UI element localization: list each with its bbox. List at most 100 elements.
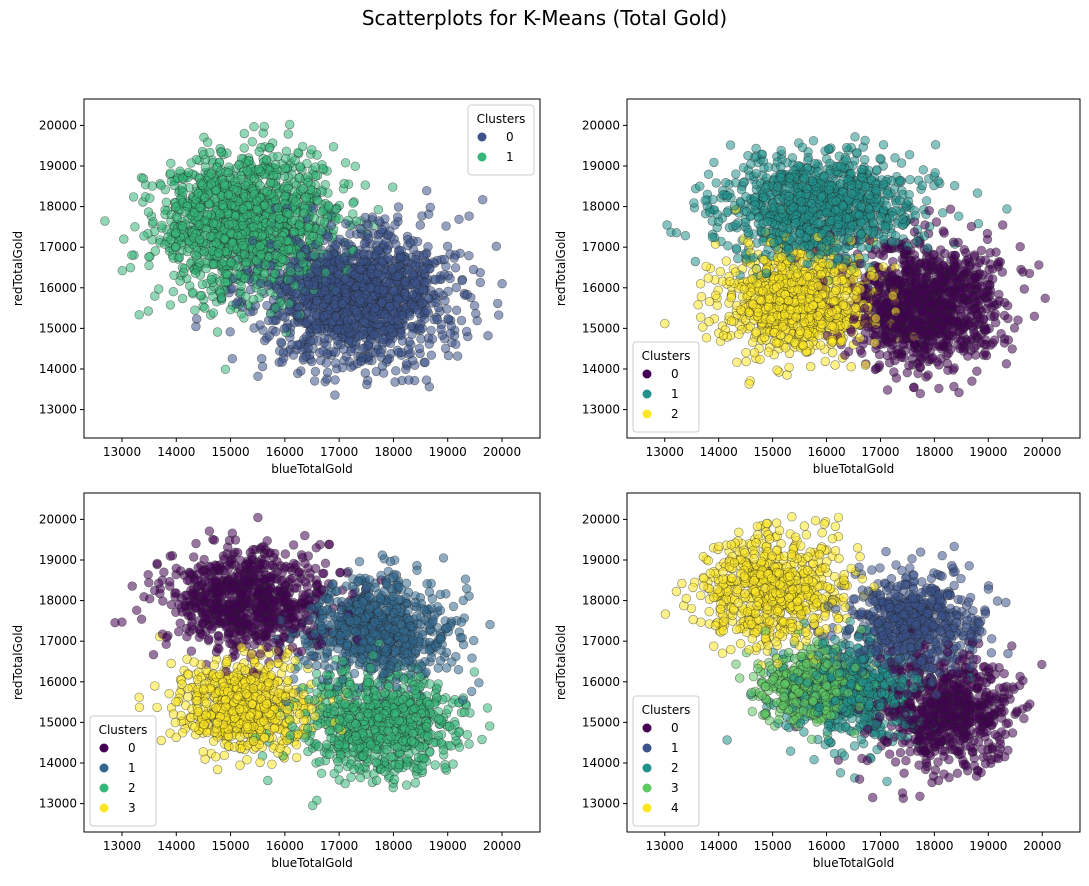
- scatter-point-cluster-0: [292, 340, 302, 350]
- scatter-point-cluster-1: [314, 236, 324, 247]
- scatter-point-cluster-1: [193, 188, 203, 199]
- scatter-point-cluster-1: [856, 242, 866, 253]
- scatter-point-cluster-0: [363, 221, 373, 231]
- scatter-point-cluster-1: [296, 251, 306, 261]
- scatter-point-cluster-1: [197, 279, 208, 290]
- scatter-point-cluster-1: [220, 364, 231, 374]
- scatter-point-cluster-1: [272, 240, 282, 250]
- scatter-point-cluster-1: [202, 210, 213, 220]
- scatter-point-cluster-0: [385, 301, 395, 312]
- scatter-point-cluster-1: [216, 147, 227, 158]
- scatter-point-cluster-0: [312, 296, 322, 306]
- scatter-point-cluster-0: [369, 329, 379, 340]
- scatter-point-cluster-1: [240, 180, 250, 191]
- scatter-point-cluster-1: [208, 218, 219, 229]
- scatter-point-cluster-0: [318, 346, 328, 356]
- scatter-point-cluster-0: [420, 357, 430, 368]
- scatter-point-cluster-0: [967, 376, 977, 386]
- scatter-point-cluster-1: [208, 308, 219, 318]
- scatter-point-cluster-1: [236, 281, 246, 291]
- scatter-point-cluster-1: [808, 136, 819, 146]
- scatter-point-cluster-0: [311, 324, 322, 334]
- scatter-point-cluster-1: [242, 166, 252, 176]
- scatter-point-cluster-0: [424, 339, 434, 349]
- scatter-point-cluster-1: [117, 266, 128, 276]
- scatter-point-cluster-1: [239, 143, 249, 153]
- scatter-point-cluster-0: [403, 265, 414, 275]
- scatter-point-cluster-1: [723, 241, 733, 251]
- scatter-point-cluster-1: [373, 204, 383, 215]
- scatter-point-cluster-1: [270, 268, 280, 278]
- scatter-point-cluster-0: [422, 305, 432, 316]
- scatter-point-cluster-1: [154, 284, 164, 294]
- scatter-point-cluster-0: [227, 354, 238, 364]
- scatter-point-cluster-0: [255, 278, 266, 288]
- scatter-point-cluster-1: [195, 234, 205, 245]
- scatter-point-cluster-1: [859, 155, 870, 165]
- scatter-point-cluster-1: [291, 197, 301, 207]
- scatter-point-cluster-0: [431, 297, 441, 308]
- scatter-point-cluster-0: [337, 299, 347, 309]
- scatter-point-cluster-1: [264, 143, 274, 153]
- scatter-point-cluster-1: [260, 268, 270, 279]
- scatter-point-cluster-0: [249, 323, 259, 333]
- scatter-point-cluster-0: [497, 279, 507, 289]
- scatter-point-cluster-1: [284, 298, 294, 309]
- scatter-point-cluster-0: [356, 356, 366, 367]
- scatter-point-cluster-0: [924, 205, 934, 216]
- scatter-point-cluster-0: [291, 235, 301, 245]
- scatter-point-cluster-1: [238, 241, 248, 251]
- scatter-point-cluster-0: [443, 350, 454, 361]
- scatter-point-cluster-1: [324, 202, 334, 212]
- scatter-point-cluster-1: [166, 158, 176, 169]
- scatter-point-cluster-1: [206, 169, 216, 179]
- scatter-point-cluster-2: [784, 362, 794, 373]
- scatter-point-cluster-0: [288, 350, 299, 360]
- scatter-point-cluster-1: [238, 204, 248, 214]
- scatter-point-cluster-1: [222, 269, 232, 279]
- scatter-point-cluster-0: [418, 264, 429, 275]
- scatter-point-cluster-0: [394, 245, 404, 255]
- scatter-point-cluster-1: [186, 158, 196, 168]
- scatter-point-cluster-0: [393, 212, 403, 222]
- scatter-point-cluster-1: [194, 258, 205, 268]
- scatter-point-cluster-0: [418, 284, 428, 294]
- scatter-point-cluster-1: [270, 303, 281, 313]
- scatter-point-cluster-1: [210, 194, 220, 204]
- scatter-point-cluster-1: [165, 300, 176, 310]
- scatter-point-cluster-0: [442, 304, 452, 314]
- scatter-point-cluster-0: [395, 328, 405, 338]
- scatter-point-cluster-1: [199, 247, 209, 257]
- scatter-point-cluster-0: [423, 242, 433, 252]
- scatter-point-cluster-1: [890, 153, 900, 163]
- scatter-point-cluster-0: [191, 321, 201, 332]
- scatter-point-cluster-1: [312, 150, 322, 160]
- scatter-point-cluster-0: [421, 375, 432, 385]
- scatter-point-cluster-0: [1003, 313, 1013, 324]
- scatter-point-cluster-0: [359, 238, 370, 249]
- scatter-point-cluster-1: [174, 252, 185, 263]
- scatter-point-cluster-1: [219, 234, 230, 244]
- scatter-point-cluster-1: [284, 209, 294, 219]
- scatter-point-cluster-0: [310, 366, 321, 377]
- scatter-point-cluster-1: [298, 141, 308, 152]
- scatter-point-cluster-0: [397, 310, 408, 320]
- scatter-point-cluster-1: [680, 231, 691, 241]
- scatter-point-cluster-0: [301, 351, 311, 361]
- legend-marker-cluster-0: [477, 132, 487, 142]
- scatter-point-cluster-0: [323, 294, 333, 304]
- scatter-panel-0: 13000 14000 15000 16000 17000 18000 19000 20000…: [11, 98, 541, 476]
- scatter-point-cluster-0: [439, 254, 449, 265]
- scatter-point-cluster-0: [426, 325, 436, 336]
- scatter-point-cluster-0: [945, 204, 956, 214]
- scatter-point-cluster-0: [322, 310, 333, 320]
- scatter-point-cluster-0: [418, 250, 429, 260]
- scatter-point-cluster-0: [377, 361, 388, 371]
- y-tick-label: 15000: [39, 321, 77, 335]
- scatter-point-cluster-0: [271, 327, 281, 337]
- scatter-point-cluster-2: [698, 322, 708, 332]
- scatter-point-cluster-1: [921, 196, 932, 206]
- scatter-point-cluster-0: [322, 367, 333, 378]
- scatter-point-cluster-1: [156, 180, 166, 191]
- scatter-point-cluster-0: [383, 253, 393, 263]
